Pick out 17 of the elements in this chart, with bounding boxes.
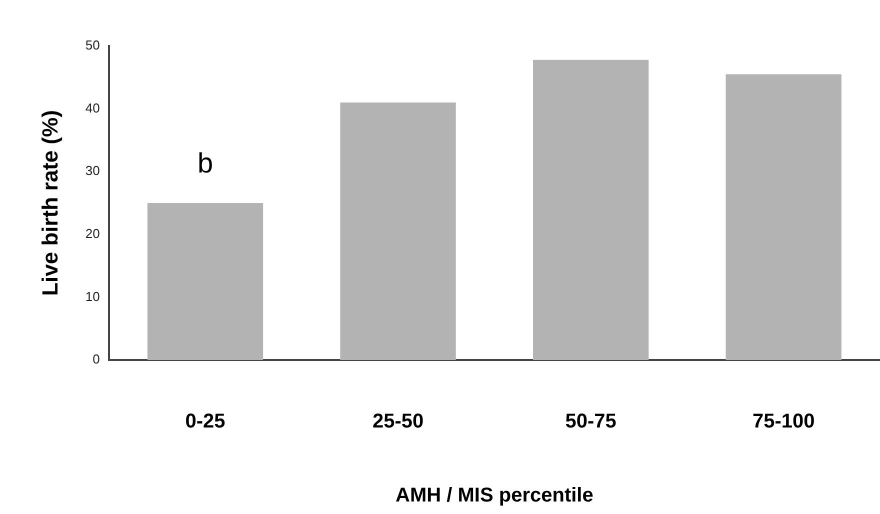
y-tick-label: 40 xyxy=(85,100,100,116)
y-tick-label: 10 xyxy=(85,288,100,304)
x-tick-label: 50-75 xyxy=(565,410,616,433)
x-tick-label: 75-100 xyxy=(752,410,815,433)
x-tick-label: 0-25 xyxy=(185,410,226,433)
x-tick-label: 25-50 xyxy=(372,410,424,433)
y-tick-label: 0 xyxy=(92,352,100,367)
bar xyxy=(726,74,842,360)
bar xyxy=(147,203,264,360)
y-tick-label: 20 xyxy=(85,226,100,241)
bar xyxy=(532,60,649,360)
x-axis-title: AMH / MIS percentile xyxy=(396,484,594,507)
bar xyxy=(340,102,456,360)
y-tick-label: 50 xyxy=(85,38,100,53)
y-axis-title: Live birth rate (%) xyxy=(37,110,62,296)
annotation: b xyxy=(197,148,214,179)
y-tick-label: 30 xyxy=(85,163,100,178)
